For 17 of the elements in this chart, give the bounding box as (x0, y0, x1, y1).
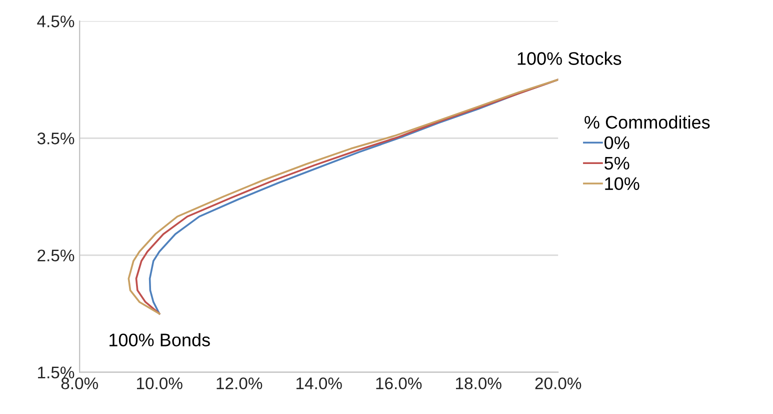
x-tick-label: 20.0% (535, 377, 582, 390)
x-tick-label: 10.0% (137, 377, 182, 390)
legend-label: 0% (604, 136, 630, 150)
x-tick-label: 18.0% (456, 377, 502, 390)
x-tick-label: 12.0% (216, 377, 262, 390)
legend-label: 5% (604, 156, 630, 170)
x-tick-label: 8.0% (61, 377, 98, 390)
legend-label: 10% (605, 177, 640, 190)
y-tick-label: 2.5% (38, 250, 74, 262)
y-tick-label: 1.5% (38, 366, 74, 378)
annotation: 100% Bonds (110, 333, 210, 346)
annotation: 100% Stocks (518, 52, 622, 65)
x-tick-label: 14.0% (296, 377, 342, 390)
legend-title: % Commodities (584, 115, 710, 129)
x-tick-label: 16.0% (376, 377, 422, 390)
y-tick-label: 3.5% (37, 132, 74, 144)
y-tick-label: 4.5% (37, 16, 74, 28)
